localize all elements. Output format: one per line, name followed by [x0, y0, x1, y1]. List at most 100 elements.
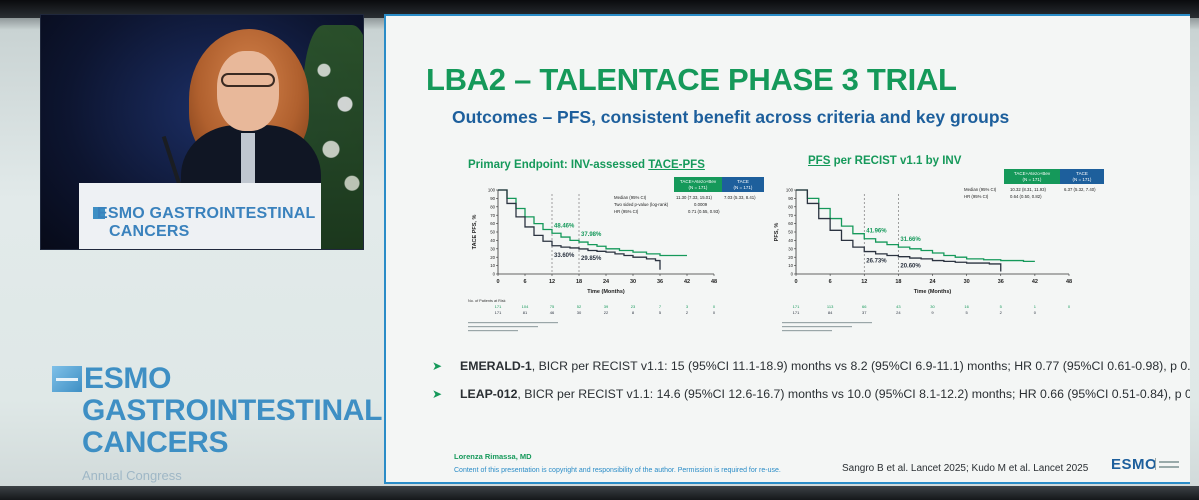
risk-count: 23 — [631, 304, 636, 309]
x-tick-label: 24 — [603, 279, 610, 285]
stat-val1-1: 0.64 (0.50, 0.82) — [1010, 194, 1042, 199]
x-tick-label: 48 — [1066, 279, 1072, 285]
km-curve-tace-atezo-bev — [498, 189, 687, 257]
brand-line1: ESMO — [84, 362, 172, 395]
risk-count: 81 — [523, 310, 528, 315]
x-tick-label: 48 — [711, 279, 717, 285]
km-annotation: 37.98% — [581, 232, 602, 238]
bullet-emerald-text: , BICR per RECIST v1.1: 15 (95%CI 11.1-1… — [531, 359, 1190, 373]
stat-val1-0: 11.30 (7.33, 15.01) — [676, 195, 713, 200]
y-tick-label: 50 — [788, 230, 793, 235]
brand-line3: CANCERS — [82, 426, 229, 459]
y-tick-label: 20 — [490, 255, 495, 260]
km-curve-tace — [796, 189, 1002, 272]
x-tick-label: 30 — [964, 279, 970, 285]
stat-label-0: Median (95% CI) — [614, 195, 647, 200]
risk-count: 0 — [1068, 304, 1071, 309]
brand-line2: GASTROINTESTINAL — [82, 394, 383, 427]
bullet-list: ➤ EMERALD-1, BICR per RECIST v1.1: 15 (9… — [432, 359, 1190, 415]
footnote-line — [468, 326, 538, 328]
risk-count: 8 — [632, 310, 635, 315]
y-axis-title: PFS, % — [774, 223, 780, 242]
y-tick-label: 80 — [490, 204, 495, 209]
panel-right-title: PFS per RECIST v1.1 by INV — [808, 155, 961, 167]
risk-count: 52 — [577, 304, 582, 309]
speaker-video: ESMO GASTROINTESTINAL CANCERS — [40, 14, 364, 250]
footnote-line — [782, 326, 852, 328]
presentation-slide: LBA2 – TALENTACE PHASE 3 TRIAL Outcomes … — [384, 14, 1190, 484]
x-tick-label: 6 — [829, 279, 832, 285]
risk-count: 1 — [1034, 304, 1037, 309]
risk-count: 171 — [495, 304, 502, 309]
y-tick-label: 60 — [788, 221, 793, 226]
y-tick-label: 90 — [788, 196, 793, 201]
y-tick-label: 60 — [490, 221, 495, 226]
legend-arm2-n: (N = 171) — [1073, 177, 1092, 182]
km-annotation: 29.85% — [581, 256, 602, 262]
risk-count: 30 — [930, 304, 935, 309]
y-tick-label: 30 — [490, 246, 495, 251]
legend-arm1-n: (N = 171) — [689, 185, 708, 190]
risk-count: 5 — [966, 310, 969, 315]
x-tick-label: 42 — [1032, 279, 1038, 285]
x-tick-label: 0 — [794, 279, 797, 285]
y-tick-label: 30 — [788, 246, 793, 251]
panel-left-title-underlined: TACE-PFS — [648, 159, 705, 171]
risk-count: 37 — [862, 310, 867, 315]
arrow-icon: ➤ — [432, 359, 443, 373]
legend-arm2: TACE — [1076, 171, 1088, 176]
risk-count: 43 — [896, 304, 901, 309]
y-tick-label: 40 — [788, 238, 793, 243]
x-tick-label: 6 — [523, 279, 526, 285]
x-tick-label: 18 — [576, 279, 582, 285]
risk-count: 5 — [1000, 304, 1003, 309]
panel-right-title-suffix: per RECIST v1.1 by INV — [830, 155, 962, 167]
risk-count: 75 — [550, 304, 555, 309]
risk-count: 2 — [686, 310, 689, 315]
risk-count: 2 — [1000, 310, 1003, 315]
x-tick-label: 12 — [549, 279, 555, 285]
risk-count: 0 — [713, 310, 716, 315]
y-axis-title: TACE PFS, % — [472, 215, 478, 250]
footnote-line — [782, 330, 832, 332]
footnote-line — [468, 322, 558, 324]
risk-count: 0 — [1034, 310, 1037, 315]
y-tick-label: 10 — [788, 263, 793, 268]
risk-count: 46 — [550, 310, 555, 315]
y-tick-label: 100 — [786, 188, 794, 193]
stat-val1-2: 0.71 (0.55, 0.93) — [688, 209, 720, 214]
risk-count: 171 — [793, 310, 800, 315]
km-plot-tace-pfs: TACE+Atezo+Bev (N = 171) TACE (N = 171) … — [468, 177, 764, 332]
risk-count: 113 — [827, 304, 834, 309]
podium-text-line1: ESMO GASTROINTESTINAL — [97, 205, 316, 222]
slide-disclaimer: Content of this presentation is copyrigh… — [454, 467, 781, 474]
km-annotation: 48.46% — [554, 223, 575, 229]
esmo-logo-text: ESMO — [1111, 456, 1158, 473]
risk-count: 30 — [577, 310, 582, 315]
podium-text-line2: CANCERS — [109, 223, 190, 240]
km-annotation: 20.60% — [900, 264, 921, 270]
y-tick-label: 50 — [490, 230, 495, 235]
risk-table-label: No. of Patients at Risk — [468, 299, 506, 303]
risk-count: 5 — [659, 310, 662, 315]
km-curve-tace-atezo-bev — [796, 189, 1035, 263]
stat-val1-1: 0.0009 — [694, 202, 708, 207]
risk-count: 66 — [862, 304, 867, 309]
screen-top-edge — [0, 0, 1199, 18]
stat-label-1: Two sided p-value (log-rank) — [614, 202, 669, 207]
km-annotation: 31.66% — [900, 237, 921, 243]
brand-subtitle: Annual Congress — [82, 468, 182, 483]
y-tick-label: 90 — [490, 196, 495, 201]
risk-count: 16 — [964, 304, 969, 309]
esmo-logo-lines-icon — [1155, 458, 1179, 470]
screen-bottom-edge — [0, 486, 1199, 500]
arrow-icon: ➤ — [432, 387, 443, 401]
footnote-line — [782, 322, 872, 324]
risk-count: 22 — [604, 310, 609, 315]
risk-count: 7 — [659, 304, 662, 309]
bullet-leap: ➤ LEAP-012, BICR per RECIST v1.1: 14.6 (… — [432, 387, 1190, 415]
legend-arm1-n: (N = 171) — [1023, 177, 1042, 182]
y-tick-label: 100 — [488, 188, 496, 193]
x-tick-label: 36 — [998, 279, 1004, 285]
